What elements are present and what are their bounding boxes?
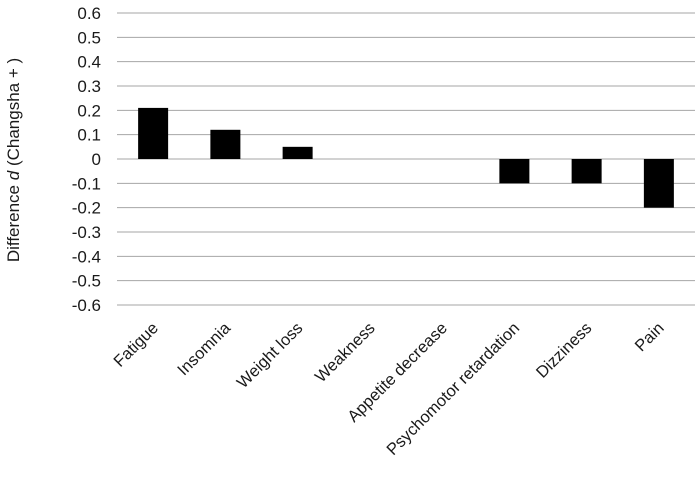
x-category-label: Psychomotor retardation: [383, 319, 523, 459]
bar: [282, 146, 313, 159]
x-category-label: Fatigue: [110, 319, 162, 371]
bar: [499, 159, 530, 184]
y-tick-label: -0.6: [72, 296, 101, 315]
y-tick-label: 0.2: [77, 101, 101, 120]
bar: [138, 107, 169, 159]
x-category-label: Insomnia: [174, 319, 235, 380]
y-axis-title-italic: d: [4, 170, 23, 180]
bars: [138, 107, 674, 208]
x-category-label: Weight loss: [234, 319, 307, 392]
y-tick-label: -0.5: [72, 272, 101, 291]
x-category-label: Weakness: [312, 319, 379, 386]
y-tick-label: 0.1: [77, 126, 101, 145]
y-tick-label: -0.3: [72, 223, 101, 242]
y-tick-label: -0.4: [72, 247, 101, 266]
gridlines: [117, 12, 695, 306]
y-tick-label: 0.3: [77, 77, 101, 96]
y-tick-label: 0.4: [77, 53, 101, 72]
y-axis-title: Difference d (Changsha + ): [4, 58, 23, 262]
y-tick-label: 0: [92, 150, 101, 169]
y-tick-label: 0.6: [77, 4, 101, 23]
y-axis-title-suffix: (Changsha + ): [4, 58, 23, 171]
bar: [571, 159, 602, 184]
bar: [210, 129, 241, 159]
bar: [643, 159, 674, 208]
y-axis-tick-labels: 0.6 0.5 0.4 0.3 0.2 0.1 0 -0.1 -0.2 -0.3 -0.4 -0.5 -…: [72, 4, 101, 315]
y-axis-title-prefix: Difference: [4, 180, 23, 262]
y-tick-label: -0.2: [72, 199, 101, 218]
x-category-label: Pain: [632, 319, 668, 355]
y-tick-label: 0.5: [77, 28, 101, 47]
x-category-label: Dizziness: [533, 319, 596, 382]
y-tick-label: -0.1: [72, 174, 101, 193]
x-axis-category-labels: Fatigue Insomnia Weight loss WeaknessAppeti…: [110, 319, 667, 459]
